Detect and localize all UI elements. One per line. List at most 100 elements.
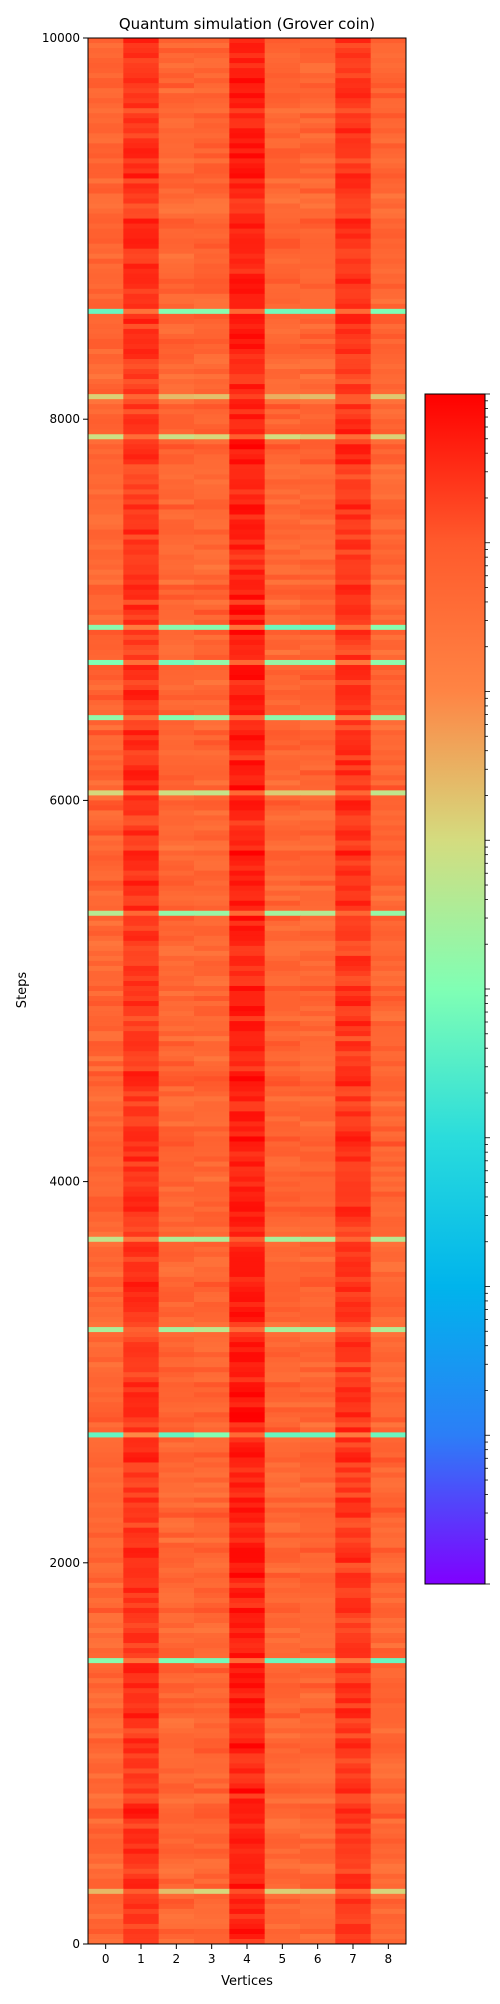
heatmap-cell	[123, 1567, 160, 1574]
heatmap-cell	[370, 1808, 406, 1815]
heatmap-cell	[158, 1392, 195, 1398]
heatmap-cell	[335, 409, 372, 415]
heatmap-cell	[123, 1547, 160, 1554]
heatmap-cell	[229, 48, 266, 54]
heatmap-cell	[300, 1878, 336, 1885]
heatmap-cell	[370, 599, 406, 606]
heatmap-cell	[370, 1452, 406, 1459]
heatmap-cell	[229, 544, 266, 551]
heatmap-cell	[194, 695, 230, 701]
heatmap-cell	[88, 925, 124, 932]
heatmap-cell	[158, 930, 195, 937]
heatmap-cell	[229, 1537, 266, 1544]
heatmap-cell	[158, 1372, 195, 1378]
heatmap-cell	[335, 559, 372, 566]
heatmap-cell	[88, 1658, 124, 1664]
heatmap-cell	[194, 825, 230, 832]
heatmap-cell	[229, 765, 266, 771]
heatmap-cell	[194, 1056, 230, 1062]
heatmap-cell	[158, 845, 195, 852]
heatmap-cell	[264, 1196, 301, 1203]
heatmap-cell	[158, 940, 195, 947]
heatmap-cell	[88, 58, 124, 64]
heatmap-cell	[300, 945, 336, 952]
heatmap-cell	[88, 745, 124, 751]
heatmap-cell	[123, 1612, 160, 1619]
heatmap-cell	[158, 910, 195, 917]
heatmap-cell	[158, 348, 195, 355]
heatmap-cell	[335, 394, 372, 400]
heatmap-cell	[264, 1382, 301, 1388]
heatmap-cell	[229, 1768, 266, 1775]
heatmap-cell	[335, 308, 372, 315]
heatmap-cell	[370, 1708, 406, 1714]
heatmap-cell	[300, 554, 336, 561]
heatmap-cell	[264, 1863, 301, 1870]
heatmap-cell	[370, 248, 406, 255]
heatmap-cell	[88, 1778, 124, 1785]
heatmap-cell	[194, 1753, 230, 1760]
heatmap-cell	[123, 1327, 160, 1333]
heatmap-cell	[229, 905, 266, 912]
heatmap-cell	[264, 705, 301, 711]
heatmap-cell	[264, 394, 301, 400]
heatmap-cell	[229, 880, 266, 887]
heatmap-cell	[88, 1617, 124, 1624]
heatmap-cell	[264, 1522, 301, 1529]
heatmap-cell	[264, 654, 301, 661]
heatmap-cell	[229, 1658, 266, 1664]
heatmap-cell	[194, 233, 230, 240]
heatmap-cell	[335, 830, 372, 837]
heatmap-cell	[229, 1818, 266, 1825]
heatmap-cell	[88, 1111, 124, 1117]
heatmap-cell	[300, 379, 336, 385]
heatmap-cell	[123, 710, 160, 716]
heatmap-cell	[300, 619, 336, 626]
heatmap-cell	[300, 1126, 336, 1133]
heatmap-cell	[158, 1347, 195, 1353]
heatmap-cell	[194, 710, 230, 716]
heatmap-cell	[264, 1176, 301, 1183]
heatmap-cell	[194, 1387, 230, 1393]
heatmap-cell	[335, 223, 372, 230]
heatmap-cell	[194, 1813, 230, 1820]
heatmap-cell	[123, 1196, 160, 1203]
heatmap-cell	[264, 664, 301, 671]
heatmap-cell	[264, 1482, 301, 1489]
heatmap-cell	[88, 865, 124, 872]
heatmap-cell	[335, 1818, 372, 1825]
heatmap-cell	[88, 313, 124, 320]
chart-title: Quantum simulation (Grover coin)	[119, 15, 375, 33]
heatmap-cell	[194, 1271, 230, 1278]
heatmap-cell	[158, 1246, 195, 1253]
heatmap-cell	[229, 700, 266, 706]
heatmap-cell	[300, 634, 336, 641]
heatmap-cell	[158, 218, 195, 225]
heatmap-cell	[229, 1447, 266, 1454]
heatmap-cell	[264, 685, 301, 691]
heatmap-cell	[300, 1026, 336, 1032]
heatmap-cell	[264, 900, 301, 907]
heatmap-cell	[264, 58, 301, 64]
heatmap-cell	[300, 955, 336, 962]
heatmap-cell	[335, 725, 372, 731]
y-tick-label-10000: 10000	[42, 31, 80, 45]
heatmap-cell	[194, 389, 230, 395]
heatmap-cell	[88, 153, 124, 159]
heatmap-cell	[194, 1923, 230, 1930]
heatmap-cell	[264, 83, 301, 89]
heatmap-cell	[229, 584, 266, 591]
heatmap-cell	[370, 504, 406, 511]
heatmap-cell	[229, 509, 266, 516]
heatmap-cell	[335, 1487, 372, 1494]
heatmap-cell	[264, 1101, 301, 1107]
heatmap-cell	[123, 675, 160, 681]
heatmap-cell	[370, 263, 406, 270]
heatmap-cell	[88, 168, 124, 175]
heatmap-cell	[335, 1281, 372, 1288]
heatmap-cell	[229, 960, 266, 967]
heatmap-cell	[370, 1668, 406, 1674]
heatmap-cell	[123, 860, 160, 867]
heatmap-cell	[194, 379, 230, 385]
heatmap-cell	[335, 1251, 372, 1258]
